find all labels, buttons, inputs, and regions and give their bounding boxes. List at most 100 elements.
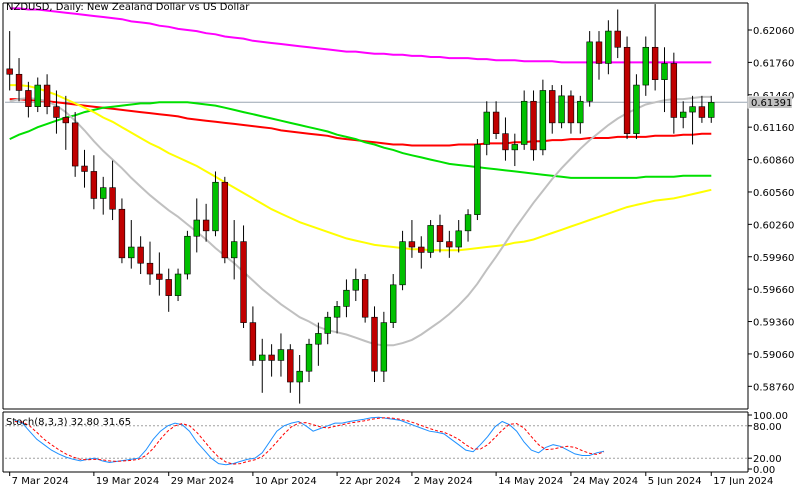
candle-bullish: [642, 46, 649, 86]
candle-bearish: [15, 73, 23, 91]
candle-bullish: [230, 241, 238, 259]
candle-bullish: [679, 111, 687, 118]
candlesticks: [6, 4, 715, 404]
date-tick-label: 22 Apr 2024: [339, 476, 401, 485]
candle-bearish: [408, 241, 416, 248]
candle-bullish: [586, 41, 593, 102]
candle-bullish: [483, 111, 490, 145]
candle-bearish: [492, 111, 500, 134]
candle-bearish: [371, 316, 378, 372]
candle-bearish: [614, 30, 621, 48]
candle-bearish: [287, 349, 294, 383]
stochastic-panel: [2, 411, 749, 473]
candle-bullish: [128, 246, 135, 259]
stochastic-main-line: [14, 416, 605, 466]
date-tick-label: 29 Mar 2024: [171, 476, 234, 485]
candle-bearish: [118, 208, 126, 259]
candle-bearish: [25, 90, 32, 107]
price-tick-label: 0.59960: [753, 253, 794, 264]
candle-bearish: [651, 46, 659, 80]
date-tick-label: 2 May 2024: [414, 476, 473, 485]
candle-bearish: [62, 117, 70, 124]
current-price-tag: 0.61391: [747, 95, 793, 109]
stochastic-tick-label: 20.00: [753, 454, 782, 465]
candle-bearish: [90, 171, 98, 199]
candle-bullish: [333, 306, 341, 318]
stochastic-tick-label: 100.00: [753, 411, 788, 422]
candle-bearish: [43, 84, 51, 107]
candle-bearish: [595, 41, 603, 64]
candle-bearish: [240, 241, 247, 323]
candle-bearish: [446, 241, 453, 248]
moving-averages: [9, 7, 712, 347]
price-tick-label: 0.59060: [753, 350, 794, 361]
date-tick-label: 19 Mar 2024: [96, 476, 159, 485]
main-chart-area: [2, 2, 749, 410]
candle-bullish: [539, 90, 547, 151]
candle-bullish: [511, 144, 519, 151]
moving-average-line-5: [9, 95, 712, 347]
date-tick-label: 24 May 2024: [573, 476, 638, 485]
candle-bullish: [100, 187, 107, 199]
price-tick-label: 0.60260: [753, 220, 794, 231]
candle-bullish: [689, 106, 696, 113]
candle-bearish: [670, 63, 678, 118]
moving-average-line-1: [9, 7, 712, 64]
candle-bullish: [633, 84, 640, 134]
price-tick-label: 0.61160: [753, 123, 794, 134]
candle-bullish: [193, 219, 200, 237]
candle-bullish: [661, 63, 668, 80]
candle-bearish: [567, 95, 575, 124]
stochastic-lines: [5, 416, 748, 466]
candle-bearish: [623, 46, 631, 134]
candle-bullish: [259, 354, 266, 361]
current-price-value: 0.61391: [751, 98, 792, 109]
moving-average-line-4: [9, 84, 712, 252]
price-axis: 0.620600.617600.614600.611600.608600.605…: [748, 26, 794, 393]
price-tick-label: 0.58760: [753, 382, 794, 393]
candle-bullish: [577, 100, 584, 124]
candle-bearish: [165, 279, 172, 296]
candle-bullish: [343, 289, 350, 307]
chart-title: NZDUSD, Daily: New Zealand Dollar vs US …: [6, 2, 250, 13]
price-tick-label: 0.62060: [753, 26, 794, 37]
current-price-tag-bg: [747, 95, 793, 109]
candle-bearish: [137, 246, 144, 264]
candle-bearish: [502, 133, 509, 151]
candle-bearish: [530, 100, 537, 151]
candle-bullish: [352, 279, 359, 291]
candle-bullish: [455, 230, 462, 248]
price-tick-label: 0.60860: [753, 156, 794, 167]
candle-bearish: [109, 187, 116, 210]
candle-bullish: [305, 343, 313, 372]
candle-bullish: [315, 333, 322, 345]
date-tick-label: 5 Jun 2024: [648, 476, 702, 485]
candle-bullish: [520, 100, 528, 145]
date-tick-label: 10 Apr 2024: [255, 476, 317, 485]
candle-bearish: [249, 322, 257, 361]
candle-bullish: [34, 84, 41, 107]
candle-bearish: [268, 354, 275, 361]
candle-bullish: [399, 241, 406, 286]
candle-bullish: [390, 284, 397, 323]
date-tick-label: 17 Jun 2024: [713, 476, 773, 485]
candle-bullish: [558, 95, 565, 124]
candle-bullish: [324, 316, 331, 334]
candle-bearish: [418, 246, 425, 253]
date-axis: 7 Mar 2024 19 Mar 2024 29 Mar 2024 10 Apr 2…: [9, 472, 773, 485]
candle-bearish: [71, 122, 79, 167]
candle-bearish: [156, 273, 163, 280]
candle-bullish: [380, 322, 388, 372]
candle-bullish: [212, 181, 219, 232]
candle-bearish: [549, 90, 556, 124]
candle-bullish: [174, 273, 182, 296]
date-tick-label: 14 May 2024: [498, 476, 563, 485]
stochastic-signal-line: [14, 417, 605, 465]
candle-bearish: [698, 106, 706, 118]
stochastic-tick-label: 0.00: [753, 465, 775, 476]
price-tick-label: 0.60560: [753, 188, 794, 199]
candle-bullish: [296, 370, 303, 383]
candle-bullish: [605, 30, 612, 64]
